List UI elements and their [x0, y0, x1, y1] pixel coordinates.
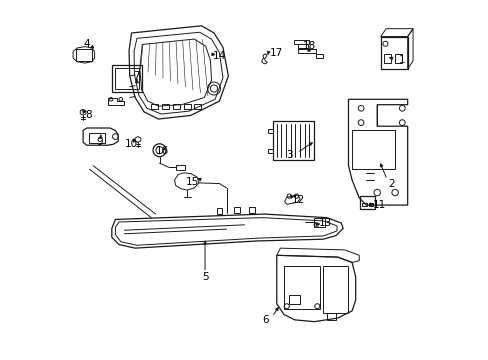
Bar	[359, 196, 374, 209]
Bar	[351, 130, 394, 169]
Bar	[151, 104, 158, 109]
Bar	[326, 313, 335, 320]
Bar	[284, 266, 319, 309]
Bar	[115, 68, 139, 89]
Bar	[183, 104, 190, 109]
Bar	[248, 207, 254, 213]
Text: 15: 15	[185, 177, 199, 187]
Text: 2: 2	[387, 179, 394, 189]
Text: 13: 13	[318, 218, 331, 228]
Text: 9: 9	[96, 138, 102, 147]
Text: 16: 16	[155, 146, 168, 156]
Bar	[267, 129, 273, 134]
Text: 12: 12	[291, 195, 305, 205]
Text: 5: 5	[202, 272, 208, 282]
Text: 4: 4	[83, 39, 90, 49]
Bar	[368, 203, 372, 206]
Bar	[234, 207, 240, 213]
Text: 17: 17	[269, 48, 283, 58]
Text: 8: 8	[85, 111, 92, 121]
Bar	[216, 208, 222, 214]
Text: 7: 7	[133, 71, 140, 81]
Bar	[384, 54, 390, 63]
Bar	[76, 49, 92, 61]
Bar	[194, 104, 201, 109]
Bar	[394, 54, 401, 63]
Bar	[313, 218, 325, 226]
Bar	[176, 165, 185, 170]
Bar	[273, 121, 314, 160]
Bar	[172, 104, 180, 109]
Bar	[380, 37, 407, 69]
Text: 10: 10	[125, 139, 138, 149]
Bar	[267, 149, 273, 153]
Bar	[112, 65, 142, 92]
Text: 6: 6	[262, 315, 269, 325]
Bar	[289, 296, 300, 305]
Bar	[88, 133, 104, 143]
Bar	[362, 203, 366, 206]
Bar	[162, 104, 169, 109]
Bar	[323, 266, 348, 313]
Text: 18: 18	[302, 41, 315, 50]
Text: 3: 3	[285, 150, 292, 160]
Text: 11: 11	[371, 200, 385, 210]
Text: 14: 14	[212, 51, 225, 61]
Text: 1: 1	[398, 55, 405, 65]
